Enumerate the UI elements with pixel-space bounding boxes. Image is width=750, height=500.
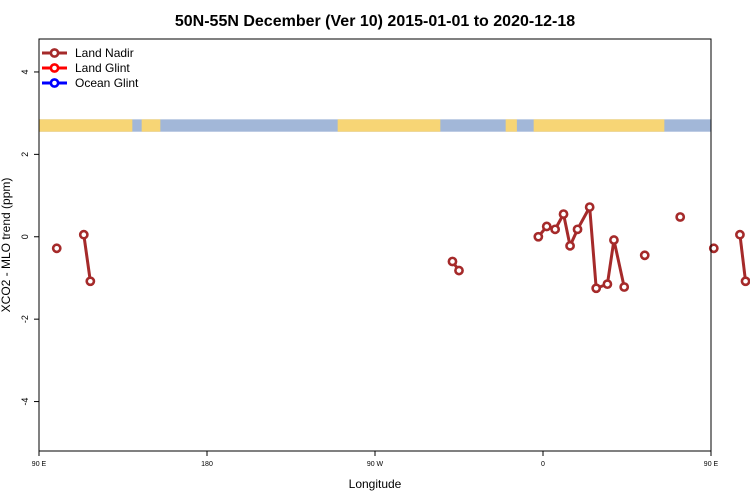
land-band (533, 119, 665, 132)
chart-title: 50N-55N December (Ver 10) 2015-01-01 to … (175, 13, 575, 30)
land-band (39, 119, 133, 132)
series-line (537, 205, 626, 290)
x-tick-label: 180 (201, 461, 213, 468)
data-point (675, 212, 686, 222)
x-tick-label: 0 (541, 461, 545, 468)
data-point (708, 243, 719, 254)
data-point (85, 276, 96, 287)
x-tick-label: 90 E (704, 461, 719, 468)
data-point (740, 276, 750, 287)
data-point (572, 224, 583, 235)
data-point (591, 283, 602, 294)
legend-marker (49, 48, 60, 58)
y-axis: -4 -2 0 2 4 (20, 69, 39, 406)
data-point (639, 250, 650, 261)
series-line (738, 234, 748, 282)
land-band (337, 119, 441, 132)
data-point (550, 224, 561, 235)
x-tick-label: 90 W (367, 461, 384, 468)
data-point (454, 265, 464, 276)
y-tick-label: 2 (20, 152, 30, 157)
data-point (735, 229, 745, 240)
data-point (558, 209, 569, 219)
land-ocean-mask (39, 119, 711, 132)
y-axis-label: XCO2 - MLO trend (ppm) (0, 178, 13, 313)
data-point (78, 229, 89, 240)
legend-marker (49, 78, 60, 88)
legend-label: Land Glint (75, 61, 130, 75)
x-tick-label: 90 E (32, 461, 47, 468)
legend-label: Land Nadir (75, 46, 134, 60)
x-axis-label: Longitude (349, 477, 402, 491)
y-tick-label: -4 (20, 398, 30, 406)
data-point (51, 243, 62, 254)
data-point (619, 282, 630, 292)
data-point (541, 221, 552, 232)
data-point (565, 240, 575, 251)
series-layer (51, 202, 750, 294)
y-tick-label: 0 (20, 234, 30, 239)
data-point (602, 279, 613, 290)
legend-marker (49, 63, 60, 73)
y-tick-label: 4 (20, 69, 30, 74)
y-tick-label: -2 (20, 315, 30, 323)
x-axis: 90 E 180 90 W 0 90 E (32, 451, 719, 468)
legend-label: Ocean Glint (75, 76, 139, 90)
series-line (82, 234, 92, 282)
land-band (505, 119, 517, 132)
land-band (141, 119, 161, 132)
data-point (533, 231, 544, 242)
data-point (609, 235, 619, 245)
plot-frame (38, 38, 712, 452)
data-point (447, 256, 458, 267)
data-point (584, 202, 595, 212)
